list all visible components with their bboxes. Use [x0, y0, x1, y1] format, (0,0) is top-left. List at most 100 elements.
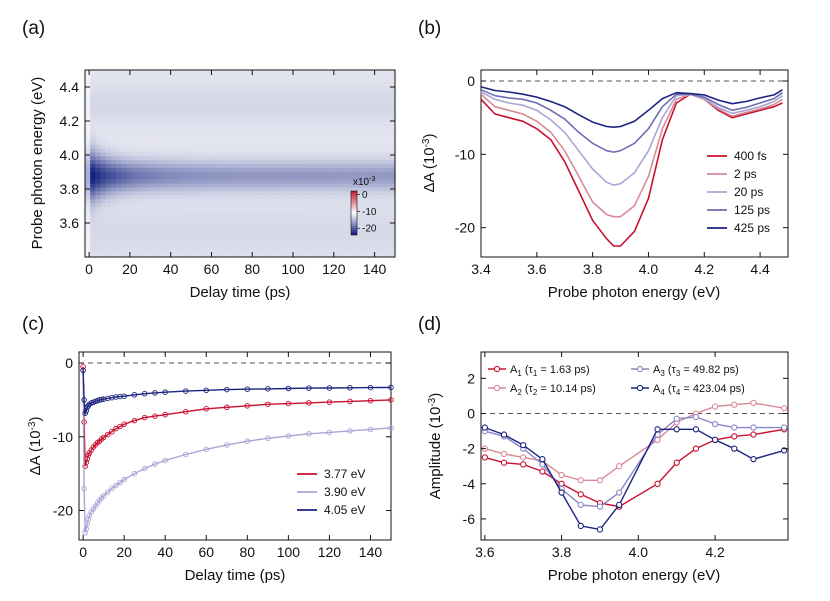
heatmap-cell — [90, 89, 96, 94]
heatmap-cell — [369, 77, 375, 83]
heatmap-cell — [167, 198, 174, 204]
heatmap-cell — [167, 73, 174, 79]
heatmap-cell — [90, 171, 96, 176]
heatmap-cell — [317, 253, 324, 258]
heatmap-cell — [100, 182, 107, 188]
heatmap-cell — [162, 190, 169, 196]
heatmap-cell — [250, 132, 257, 137]
heatmap-cell — [338, 124, 344, 130]
heatmap-cell — [178, 175, 184, 180]
x-tick-label: 40 — [157, 544, 173, 560]
heatmap-cell — [265, 182, 272, 188]
heatmap-cell — [307, 175, 313, 180]
heatmap-cell — [333, 120, 339, 126]
heatmap-cell — [116, 175, 122, 180]
heatmap-cell — [136, 225, 143, 231]
heatmap-cell — [271, 77, 277, 83]
heatmap-cell — [214, 210, 220, 215]
heatmap-cell — [317, 202, 324, 207]
heatmap-cell — [172, 171, 179, 176]
heatmap-cell — [157, 77, 164, 83]
heatmap-cell — [317, 175, 324, 180]
heatmap-cell — [224, 73, 231, 79]
heatmap-cell — [333, 175, 339, 180]
heatmap-cell — [255, 179, 262, 184]
heatmap-cell — [224, 101, 231, 106]
heatmap-cell — [188, 214, 195, 219]
amplitude-point — [750, 456, 757, 463]
heatmap-cell — [369, 229, 375, 235]
heatmap-cell — [178, 108, 184, 114]
heatmap-cell — [307, 147, 313, 153]
heatmap-cell — [147, 233, 153, 239]
heatmap-cell — [105, 198, 112, 204]
heatmap-cell — [343, 214, 350, 219]
heatmap-cell — [276, 159, 282, 165]
heatmap-cell — [296, 253, 303, 258]
heatmap-cell — [322, 124, 329, 130]
heatmap-cell — [193, 112, 200, 118]
heatmap-cell — [224, 128, 231, 133]
heatmap-cell — [203, 163, 210, 168]
heatmap-cell — [209, 225, 215, 231]
spectra-x-axis-title: Probe photon energy (eV) — [548, 284, 721, 301]
heatmap-cell — [250, 85, 257, 91]
heatmap-cell — [343, 206, 350, 211]
heatmap-cell — [250, 190, 257, 196]
amplitude-point — [750, 399, 757, 407]
heatmap-cell — [162, 194, 169, 200]
data-point — [141, 390, 148, 397]
heatmap-cell — [136, 159, 143, 165]
heatmap-cell — [85, 136, 91, 141]
heatmap-cell — [312, 124, 319, 130]
heatmap-cell — [374, 159, 381, 165]
heatmap-cell — [286, 163, 293, 168]
heatmap-cell — [178, 253, 184, 258]
heatmap-cell — [183, 105, 189, 110]
heatmap-cell — [172, 245, 179, 250]
data-point — [203, 406, 210, 412]
heatmap-cell — [369, 140, 375, 145]
heatmap-cell — [338, 97, 344, 102]
heatmap-cell — [317, 144, 324, 149]
heatmap-cell — [183, 151, 189, 157]
heatmap-cell — [260, 144, 267, 149]
heatmap-cell — [131, 159, 138, 165]
heatmap-cell — [358, 225, 365, 231]
heatmap-cell — [141, 108, 148, 114]
heatmap-cell — [286, 194, 293, 200]
heatmap-cell — [116, 144, 122, 149]
heatmap-cell — [240, 147, 246, 153]
heatmap-cell — [353, 85, 360, 91]
heatmap-cell — [136, 229, 143, 235]
heatmap-cell — [172, 182, 179, 188]
heatmap-cell — [343, 105, 350, 110]
x-tick-label: 40 — [163, 261, 179, 277]
heatmap-cell — [265, 70, 272, 75]
heatmap-cell — [296, 249, 303, 254]
heatmap-cell — [260, 214, 267, 219]
heatmap-cell — [209, 206, 215, 211]
heatmap-cell — [131, 218, 138, 223]
heatmap-cell — [271, 105, 277, 110]
heatmap-cell — [116, 155, 122, 161]
heatmap-cell — [131, 206, 138, 211]
heatmap-cell — [214, 218, 220, 223]
heatmap-cell — [389, 97, 396, 102]
y-tick-label: -20 — [53, 503, 73, 519]
heatmap-cell — [307, 159, 313, 165]
heatmap-cell — [240, 128, 246, 133]
heatmap-cell — [224, 132, 231, 137]
heatmap-cell — [250, 128, 257, 133]
heatmap-cell — [162, 229, 169, 235]
heatmap-cell — [105, 214, 112, 219]
heatmap-cell — [209, 101, 215, 106]
heatmap-cell — [157, 194, 164, 200]
heatmap-cell — [234, 198, 241, 204]
heatmap-cell — [203, 229, 210, 235]
heatmap-cell — [95, 120, 102, 126]
heatmap-cell — [147, 253, 153, 258]
heatmap-cell — [302, 245, 308, 250]
heatmap-cell — [317, 124, 324, 130]
heatmap-cell — [260, 175, 267, 180]
